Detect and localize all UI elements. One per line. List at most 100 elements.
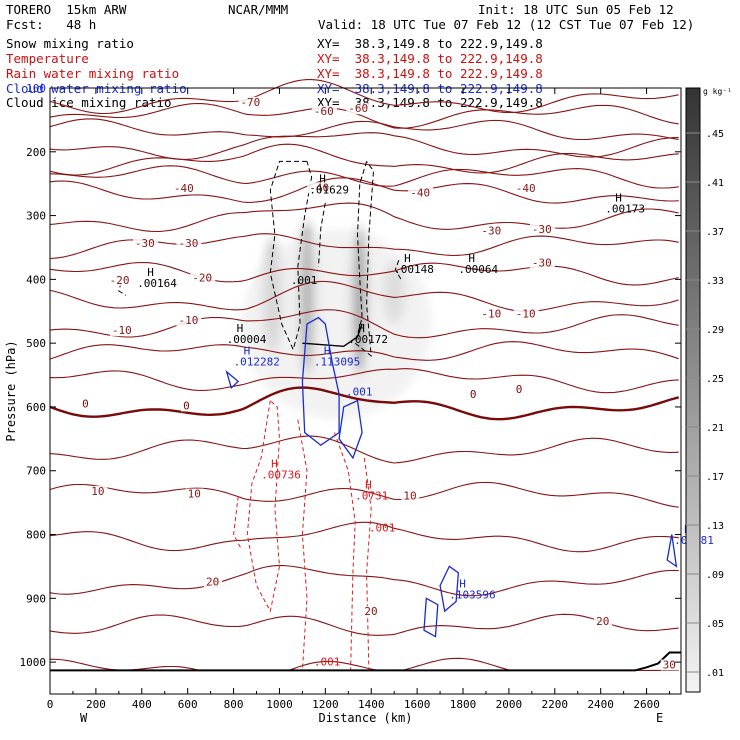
temperature-label: -20 (192, 271, 212, 284)
max-marker: H (459, 577, 466, 590)
mixing-ratio-contours (50, 160, 681, 672)
temperature-label: 20 (364, 605, 377, 618)
legend-temperature-xy: XY= 38.3,149.8 to 222.9,149.8 (317, 51, 543, 66)
colorbar-label: .13 (706, 521, 724, 532)
snow-contour (354, 161, 375, 358)
temperature-label: -10 (516, 308, 536, 321)
max-value-label: .113095 (314, 355, 360, 368)
temperature-label-bg (401, 490, 420, 502)
temperature-contour (49, 565, 679, 597)
x-tick-label: 1400 (358, 698, 385, 711)
colorbar-label: .45 (706, 129, 724, 140)
colorbar-ramp (685, 87, 701, 693)
header-valid: Valid: 18 UTC Tue 07 Feb 12 (12 CST Tue … (318, 17, 695, 32)
shaded-snow-field (241, 215, 432, 420)
temperature-label-bg (176, 315, 202, 327)
temperature-label: -60 (314, 105, 334, 118)
y-tick-label: 1000 (20, 656, 47, 669)
cloud-water-contour (423, 597, 439, 638)
temperature-label: -30 (532, 223, 552, 236)
y-tick-label: 600 (26, 401, 46, 414)
temperature-label-bg (190, 272, 216, 284)
snow-contour (394, 260, 402, 280)
temperature-contour (49, 132, 679, 160)
temperature-contour (49, 165, 679, 189)
temperature-label-bg (479, 308, 505, 320)
temperature-contour (49, 309, 679, 339)
max-marker: H (244, 344, 251, 357)
cloud-ice-contour (302, 323, 363, 348)
temperature-contour (49, 521, 679, 553)
temperature-label: 20 (206, 576, 219, 589)
max-marker: H (404, 252, 411, 265)
x-tick-label: 800 (224, 698, 244, 711)
temperature-label-bg (311, 105, 337, 117)
temperature-label: -40 (309, 181, 329, 194)
colorbar-label: .09 (706, 570, 724, 581)
legend-cloud-water-label: Cloud water mixing ratio (6, 81, 187, 96)
snow-field-haze (241, 229, 432, 420)
temperature-label-bg (109, 325, 135, 337)
header-init: Init: 18 UTC Sun 05 Feb 12 (478, 2, 674, 17)
temperature-label: -30 (532, 257, 552, 270)
y-tick-label: 900 (26, 592, 46, 605)
temperature-contour (49, 118, 679, 141)
temperature-label-bg (181, 400, 193, 412)
x-tick-label: 1800 (450, 698, 477, 711)
temperature-label: -10 (112, 324, 132, 337)
legend-rain-label: Rain water mixing ratio (6, 66, 180, 81)
colorbar-unit: g kg⁻¹ (703, 87, 732, 96)
temperature-label: -30 (178, 237, 198, 250)
max-value-label: .00004 (227, 333, 267, 346)
temperature-contour (49, 613, 679, 636)
axes: 0 200 400 600 800 1000 1200 1400 1600 1800 2000 220… (4, 82, 682, 725)
temperature-label: 0 (516, 383, 523, 396)
header-model: TORERO 15km ARW (6, 2, 127, 17)
temperature-label-bg (529, 257, 555, 269)
plot-frame (49, 87, 682, 695)
max-marker: H (615, 191, 622, 204)
colorbar-label: .01 (706, 668, 724, 679)
temperature-label-bg (362, 605, 381, 617)
temperature-label-bg (594, 616, 613, 628)
cloud-water-contour (666, 534, 678, 568)
temperature-contour (49, 143, 679, 176)
temperature-label: 30 (663, 658, 676, 671)
x-tick-label: 0 (47, 698, 54, 711)
x-tick-label: 1000 (266, 698, 293, 711)
temperature-label-bg (346, 103, 372, 115)
legend-snow-label: Snow mixing ratio (6, 36, 134, 51)
freezing-level-line (49, 386, 680, 421)
temperature-contour (49, 280, 679, 312)
max-marker: H (468, 252, 475, 265)
x-tick-label: 200 (86, 698, 106, 711)
temperature-label: 10 (188, 488, 201, 501)
terrain-line (50, 651, 681, 672)
rain-contour (363, 457, 372, 671)
temperature-label-bg (185, 488, 204, 500)
max-value-label: .103596 (449, 588, 495, 601)
colorbar-label: .33 (706, 276, 724, 287)
y-tick-label: 700 (26, 465, 46, 478)
temperature-label: 0 (470, 388, 477, 401)
temperature-label: -40 (410, 186, 430, 199)
temperature-label-bg (479, 225, 505, 237)
colorbar-label: .37 (706, 227, 724, 238)
temperature-contour (49, 202, 679, 233)
max-value-label: .001 (346, 385, 373, 398)
header-fcst: Fcst: 48 h (6, 17, 97, 32)
max-marker: H (358, 322, 365, 335)
max-marker: H (365, 478, 372, 491)
temperature-label: -70 (240, 96, 260, 109)
temperature-label-bg (80, 398, 92, 410)
legend-snow-xy: XY= 38.3,149.8 to 222.9,149.8 (317, 36, 543, 51)
max-value-label: .00172 (348, 333, 388, 346)
max-value-label: .001 (314, 655, 341, 668)
y-tick-label-top: 100 (26, 82, 46, 95)
temperature-label: 0 (183, 399, 190, 412)
temperature-label-bg (513, 182, 539, 194)
y-tick-label: 200 (26, 146, 46, 159)
y-tick-label: 400 (26, 273, 46, 286)
colorbar-label: .05 (706, 619, 724, 630)
max-value-label: .00173 (605, 202, 645, 215)
